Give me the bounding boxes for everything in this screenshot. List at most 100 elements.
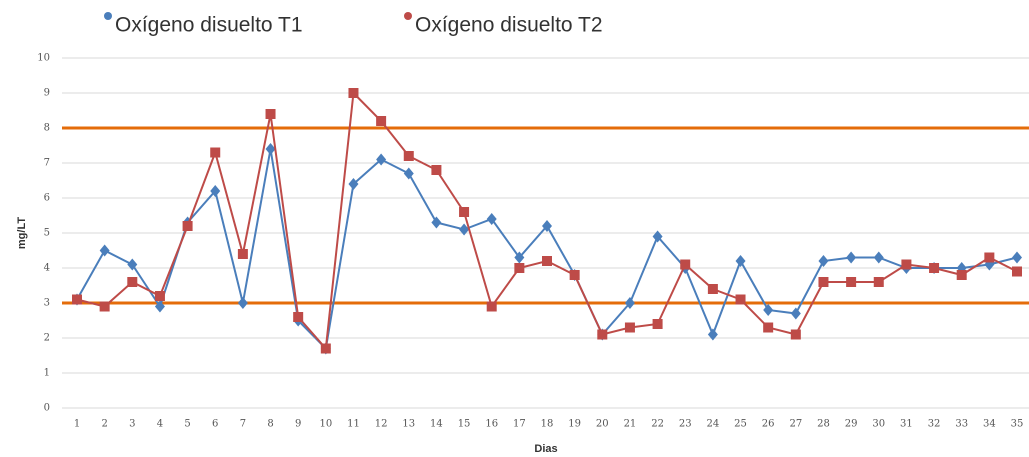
x-tick-label: 5 — [184, 419, 190, 430]
marker — [210, 147, 221, 158]
marker — [154, 300, 165, 313]
x-tick-label: 4 — [157, 419, 163, 430]
x-tick-label: 25 — [734, 419, 747, 430]
x-tick-label: 10 — [319, 419, 332, 430]
marker — [873, 277, 884, 287]
y-tick-label: 4 — [44, 263, 50, 274]
y-tick-label: 3 — [44, 298, 50, 309]
legend-label: Oxígeno disuelto T2 — [415, 14, 603, 37]
marker — [265, 143, 276, 155]
x-tick-label: 11 — [347, 419, 360, 430]
marker — [652, 230, 663, 243]
x-tick-label: 32 — [928, 419, 941, 430]
legend-marker — [404, 12, 412, 20]
marker — [431, 216, 442, 229]
x-tick-label: 6 — [212, 419, 218, 430]
marker — [486, 301, 497, 312]
marker — [403, 151, 414, 161]
marker — [735, 255, 746, 267]
marker — [763, 322, 774, 333]
x-tick-label: 26 — [762, 419, 775, 430]
x-tick-label: 28 — [817, 419, 830, 430]
y-tick-label: 10 — [37, 53, 50, 64]
x-tick-label: 23 — [679, 419, 692, 430]
x-tick-label: 19 — [568, 419, 581, 430]
marker — [818, 277, 829, 287]
y-tick-label: 6 — [44, 193, 50, 204]
x-tick-label: 18 — [541, 419, 554, 430]
marker — [514, 263, 525, 273]
marker — [348, 88, 359, 98]
y-tick-label: 1 — [44, 368, 50, 379]
marker — [265, 109, 276, 119]
marker — [1012, 266, 1022, 277]
x-axis-label: Dias — [534, 443, 557, 455]
x-tick-label: 27 — [789, 419, 802, 430]
marker — [127, 277, 138, 287]
marker — [72, 294, 82, 305]
marker — [154, 291, 165, 301]
x-tick-label: 15 — [458, 419, 471, 430]
x-tick-label: 31 — [900, 419, 913, 430]
marker — [790, 329, 801, 340]
marker — [348, 178, 359, 190]
marker — [99, 301, 110, 312]
marker — [237, 249, 248, 259]
marker — [873, 251, 884, 264]
y-tick-label: 2 — [44, 333, 50, 344]
marker — [542, 256, 552, 266]
x-tick-label: 29 — [845, 419, 858, 430]
marker — [652, 319, 663, 329]
marker — [320, 343, 331, 354]
marker — [1012, 251, 1022, 264]
y-tick-label: 8 — [44, 123, 50, 134]
x-tick-label: 1 — [74, 419, 80, 430]
marker — [707, 328, 718, 341]
y-axis-label: mg/LT — [16, 217, 28, 249]
y-tick-label: 0 — [44, 403, 50, 414]
y-tick-label: 5 — [44, 228, 50, 239]
marker — [237, 297, 248, 309]
x-tick-label: 3 — [129, 419, 135, 430]
x-tick-label: 33 — [955, 419, 968, 430]
x-tick-label: 17 — [513, 419, 526, 430]
marker — [403, 167, 414, 180]
marker — [376, 153, 387, 166]
legend-label: Oxígeno disuelto T1 — [115, 14, 303, 37]
x-tick-label: 34 — [983, 419, 996, 430]
marker — [624, 322, 635, 333]
x-tick-label: 12 — [375, 419, 388, 430]
marker — [514, 251, 525, 264]
x-tick-label: 35 — [1011, 419, 1024, 430]
marker — [790, 307, 801, 320]
legend-marker — [104, 12, 112, 20]
marker — [929, 263, 940, 273]
marker — [293, 312, 304, 322]
x-tick-label: 24 — [707, 419, 720, 430]
marker — [569, 270, 580, 280]
marker — [763, 304, 774, 316]
marker — [624, 297, 635, 309]
marker — [707, 284, 718, 294]
x-tick-label: 7 — [240, 419, 246, 430]
x-tick-label: 9 — [295, 419, 301, 430]
x-tick-label: 22 — [651, 419, 664, 430]
x-tick-label: 16 — [485, 419, 498, 430]
marker — [459, 207, 470, 217]
marker — [818, 255, 829, 267]
marker — [956, 270, 967, 280]
y-tick-label: 9 — [44, 88, 50, 99]
marker — [127, 258, 138, 271]
x-tick-label: 13 — [402, 419, 415, 430]
x-tick-label: 8 — [267, 419, 273, 430]
marker — [846, 251, 857, 264]
x-tick-label: 30 — [872, 419, 885, 430]
marker — [901, 259, 912, 270]
marker — [210, 185, 221, 197]
y-tick-label: 7 — [44, 158, 50, 169]
marker — [431, 165, 442, 175]
x-tick-label: 14 — [430, 419, 443, 430]
marker — [735, 294, 746, 305]
marker — [680, 259, 691, 270]
